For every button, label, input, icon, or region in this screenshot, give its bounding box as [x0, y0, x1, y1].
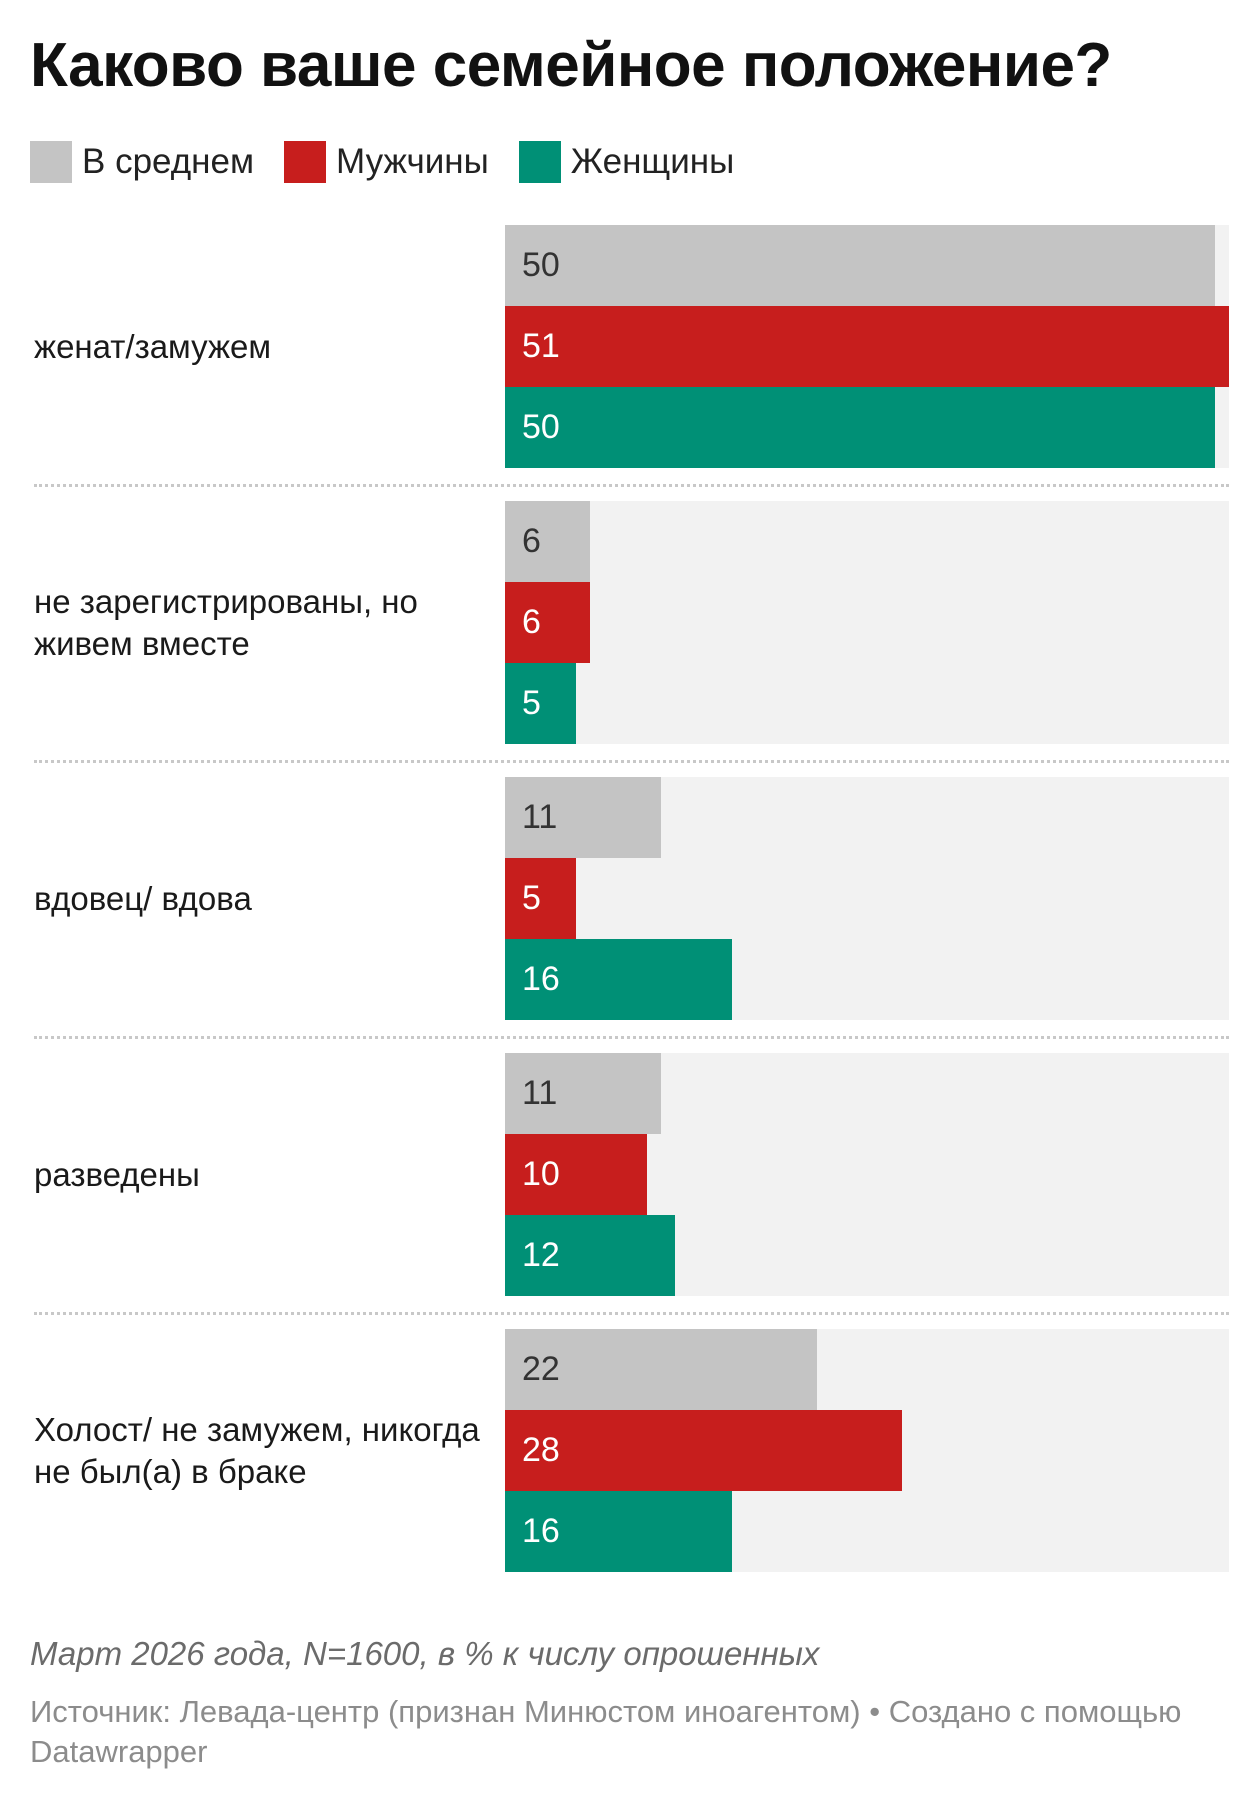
bar-men: 28: [505, 1410, 903, 1491]
category-group: женат/замужем 50 51 50: [0, 225, 1260, 468]
bar-men: 6: [505, 582, 591, 663]
bar-value-label: 5: [522, 684, 541, 722]
category-group: не зарегистрированы, но живем вместе 6 6 5: [0, 501, 1260, 744]
bar-value-label: 10: [522, 1155, 560, 1193]
legend-item-men: Мужчины: [284, 141, 489, 183]
bar-value-label: 50: [522, 408, 560, 446]
bar-value-label: 6: [522, 522, 541, 560]
bar-women: 12: [505, 1215, 676, 1296]
category-group: Холост/ не замужем, никогда не был(а) в …: [0, 1329, 1260, 1572]
bar-average: 11: [505, 1053, 662, 1134]
category-label: разведены: [34, 1155, 200, 1193]
bar-track: 22 28 16: [505, 1329, 1229, 1572]
bar-track: 11 10 12: [505, 1053, 1229, 1296]
bar-women: 16: [505, 939, 733, 1020]
bar-average: 50: [505, 225, 1215, 306]
bar-men: 10: [505, 1134, 647, 1215]
bar-average: 22: [505, 1329, 818, 1410]
bar-value-label: 16: [522, 960, 560, 998]
bar-women: 5: [505, 663, 576, 744]
bar-track: 11 5 16: [505, 777, 1229, 1020]
legend-swatch-women: [518, 141, 561, 183]
bar-average: 6: [505, 501, 591, 582]
bar-value-label: 22: [522, 1350, 560, 1388]
bar-value-label: 11: [522, 1074, 558, 1112]
group-separator: [34, 760, 1229, 763]
legend: В среднем Мужчины Женщины: [30, 140, 764, 184]
group-separator: [34, 1312, 1229, 1315]
bar-value-label: 51: [522, 327, 560, 365]
bar-value-label: 50: [522, 246, 560, 284]
category-label: не зарегистрированы, но живем вместе: [34, 582, 418, 662]
bar-value-label: 5: [522, 879, 541, 917]
bar-average: 11: [505, 777, 662, 858]
legend-label-average: В среднем: [82, 142, 255, 181]
group-separator: [34, 484, 1229, 487]
chart-title: Каково ваше семейное положение?: [30, 31, 1112, 100]
bar-value-label: 12: [522, 1236, 560, 1274]
legend-swatch-men: [284, 141, 327, 183]
category-label: Холост/ не замужем, никогда не был(а) в …: [34, 1410, 480, 1490]
bar-value-label: 16: [522, 1512, 560, 1550]
legend-item-women: Женщины: [518, 141, 735, 183]
group-separator: [34, 1036, 1229, 1039]
category-label: женат/замужем: [34, 327, 272, 365]
bar-track: 6 6 5: [505, 501, 1229, 744]
chart-notes: Март 2026 года, N=1600, в % к числу опро…: [30, 1635, 820, 1672]
bar-value-label: 11: [522, 798, 558, 836]
legend-label-women: Женщины: [570, 142, 735, 181]
bar-women: 50: [505, 387, 1215, 468]
bar-value-label: 6: [522, 603, 541, 641]
bar-women: 16: [505, 1491, 733, 1572]
bar-value-label: 28: [522, 1431, 560, 1469]
bar-men: 5: [505, 858, 576, 939]
legend-swatch-average: [30, 141, 72, 183]
category-label: вдовец/ вдова: [34, 879, 252, 917]
category-group: разведены 11 10 12: [0, 1053, 1260, 1296]
legend-label-men: Мужчины: [336, 142, 489, 181]
category-group: вдовец/ вдова 11 5 16: [0, 777, 1260, 1020]
bar-men: 51: [505, 306, 1229, 387]
chart-source: Источник: Левада-центр (признан Минюстом…: [30, 1694, 1182, 1769]
bar-track: 50 51 50: [505, 225, 1229, 468]
legend-item-average: В среднем: [30, 141, 254, 183]
